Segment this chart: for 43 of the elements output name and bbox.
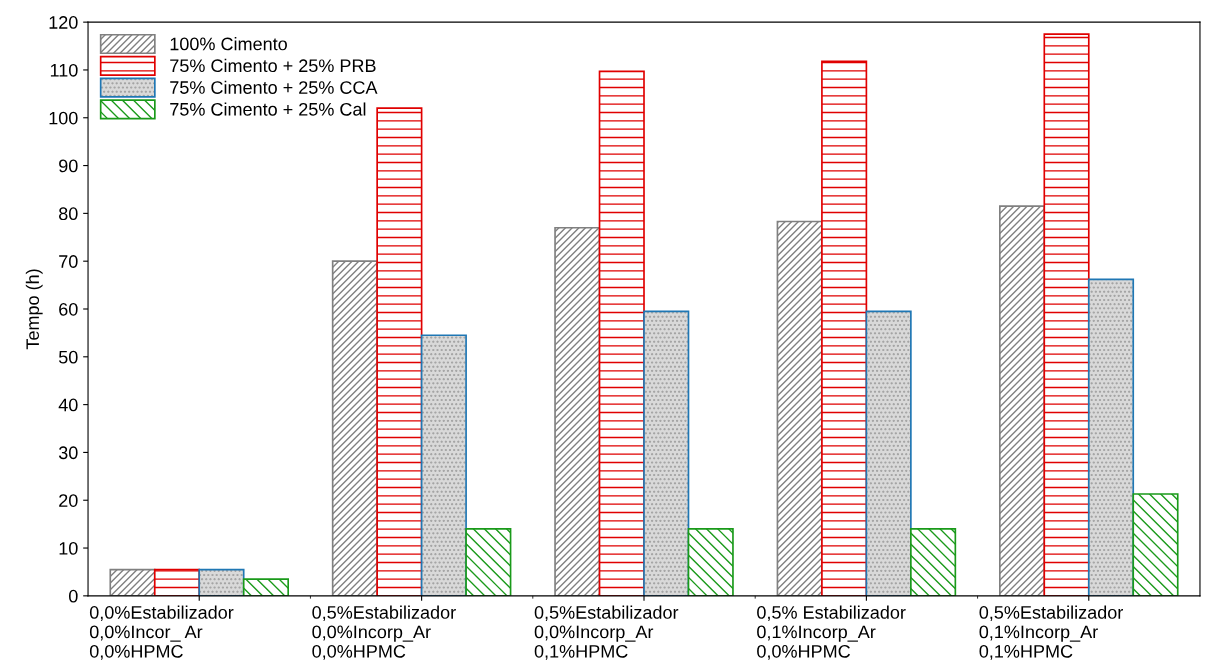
- y-tick-label: 80: [59, 207, 78, 221]
- bar: [865, 310, 912, 596]
- y-tick-label: 10: [59, 541, 78, 555]
- bar: [1087, 278, 1135, 596]
- bar: [465, 528, 512, 596]
- x-tick-label: 0,0%Estabilizador 0,0%Incor_ Ar 0,0%HPMC: [89, 605, 234, 660]
- y-tick-label: 50: [58, 350, 78, 364]
- y-tick-label: 0: [68, 589, 78, 603]
- x-tick-label: 0,5%Estabilizador 0,0%Incorp_Ar 0,1%HPMC: [534, 605, 679, 660]
- y-tick-label: 30: [58, 446, 78, 460]
- y-tick-label: 120: [49, 16, 78, 29]
- y-axis-title: Tempo (h): [25, 269, 43, 350]
- bar: [420, 334, 467, 596]
- legend-label: 75% Cimento + 25% PRB: [170, 58, 376, 73]
- bar: [198, 568, 245, 596]
- bar: [910, 528, 957, 596]
- legend-label: 100% Cimento: [170, 37, 287, 51]
- bar: [376, 107, 423, 596]
- bar: [998, 205, 1046, 596]
- y-tick-label: 100: [49, 111, 78, 125]
- bar: [1043, 33, 1090, 596]
- bar: [331, 260, 378, 596]
- bar: [153, 568, 201, 596]
- bar: [643, 310, 690, 596]
- bar: [687, 528, 734, 596]
- bar: [776, 220, 823, 596]
- legend-label: 75% Cimento + 25% CCA: [170, 80, 378, 94]
- y-tick-label: 70: [59, 255, 78, 268]
- y-tick-label: 110: [50, 63, 78, 77]
- y-tick-label: 60: [59, 302, 78, 316]
- bar: [109, 568, 156, 596]
- bar: [242, 578, 290, 596]
- bar: [554, 226, 601, 596]
- y-tick-label: 20: [59, 494, 78, 507]
- bar: [1132, 493, 1179, 596]
- y-tick-label: 90: [59, 159, 78, 173]
- x-tick-label: 0,5% Estabilizador 0,1%Incorp_Ar 0,0%HPMC: [757, 605, 906, 660]
- legend-label: 75% Cimento + 25% Cal: [170, 102, 366, 116]
- bar: [598, 70, 645, 596]
- bar: [821, 60, 868, 596]
- x-tick-label: 0,5%Estabilizador 0,1%Incorp_Ar 0,1%HPMC: [979, 605, 1123, 660]
- y-tick-label: 40: [58, 398, 78, 412]
- x-tick-label: 0,5%Estabilizador 0,0%Incorp_Ar 0,0%HPMC: [312, 605, 456, 660]
